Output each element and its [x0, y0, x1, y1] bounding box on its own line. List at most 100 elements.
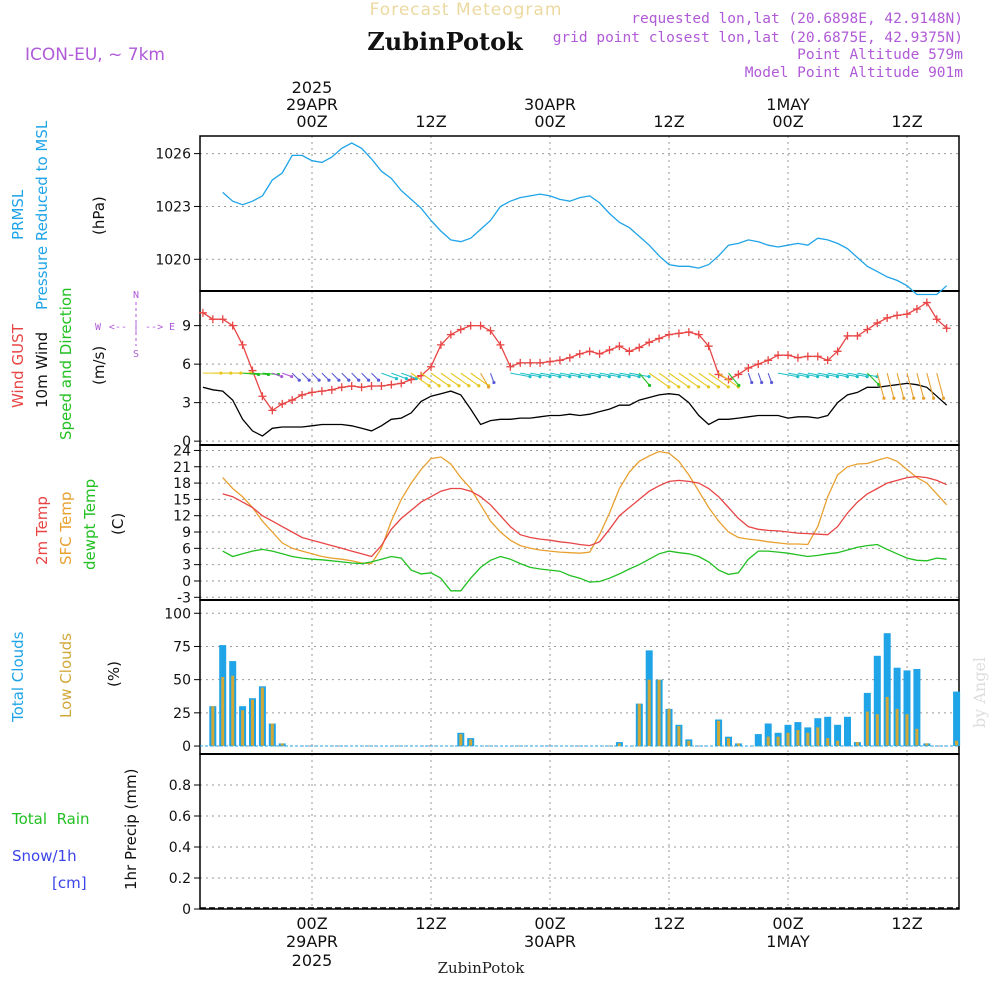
low-cloud-bar [855, 742, 859, 747]
bottom-date-label: 1MAY [766, 932, 810, 951]
wind-arrow [609, 372, 630, 378]
gust-marker [823, 356, 832, 365]
wind-arrow [807, 372, 828, 378]
wind-arrow [678, 372, 699, 388]
wind-arrow [886, 372, 895, 399]
gust-marker [754, 360, 763, 369]
low-cloud-bar [727, 738, 730, 747]
bottom-year-label: 2025 [292, 951, 333, 970]
wind-arrow-head [558, 375, 562, 379]
wind-arrow-head [486, 385, 491, 389]
top-title: Forecast Meteogram [370, 0, 563, 20]
gust-marker [803, 352, 812, 361]
wind-arrow [470, 372, 490, 387]
top-hour-label: 12Z [653, 112, 684, 131]
gust-marker [327, 385, 336, 394]
wind-arrow-head [290, 374, 294, 379]
gust-marker [347, 381, 356, 390]
wind-arrow-head [647, 383, 652, 387]
wind-arrow [936, 372, 945, 399]
low-cloud-label: Low Clouds [57, 633, 75, 718]
precip-unit: 1hr Precip (mm) [122, 769, 140, 890]
svg-text:E: E [169, 322, 175, 333]
wind-arrow-head [492, 380, 496, 385]
wind-arrow [827, 372, 848, 378]
low-cloud-bar [617, 743, 621, 747]
low-cloud-bar [677, 726, 681, 746]
low-cloud-bar [806, 732, 810, 747]
wind-arrow-head [647, 375, 651, 379]
wind-arrow-head [706, 385, 711, 389]
gust-marker [645, 338, 654, 347]
total-cloud-bar [764, 723, 772, 747]
gust-marker [734, 370, 743, 379]
wind-arrow [311, 372, 320, 381]
gust-marker [565, 353, 574, 362]
sfc-temp-line [222, 450, 948, 565]
location-title: ZubinPotok [367, 27, 524, 56]
wind-arrow-head [637, 375, 641, 379]
wind-arrow-head [617, 375, 621, 379]
gust-marker [655, 334, 664, 343]
wind-arrow-head [394, 377, 399, 381]
svg-text:N: N [133, 290, 139, 301]
wind10-line [202, 382, 948, 437]
wind-arrow [718, 372, 739, 388]
point-altitude: Point Altitude 579m [797, 47, 963, 63]
gust-marker [278, 399, 287, 408]
gust-marker [922, 298, 931, 307]
top-hour-label: 12Z [415, 112, 446, 131]
y-tick-label: 1026 [155, 147, 191, 163]
low-cloud-bar [925, 743, 929, 747]
top-date-label: 30APR [524, 95, 576, 114]
wind-arrow [351, 372, 360, 381]
wind-arrow [321, 372, 330, 381]
wind-arrow [728, 372, 740, 386]
gust-marker [873, 319, 882, 328]
gust-label: Wind GUST [9, 323, 27, 408]
total-cloud-bar [844, 716, 851, 746]
y-tick-label: 0 [182, 574, 191, 590]
y-tick-label: 0.6 [169, 809, 191, 825]
wind-arrow [520, 372, 541, 378]
gust-marker [456, 325, 465, 334]
temp-unit: (C) [109, 513, 127, 535]
wind-arrow [638, 372, 650, 386]
sfc-label: SFC Temp [57, 492, 75, 565]
gust-marker [942, 324, 951, 333]
wind-arrow-head [528, 375, 532, 379]
wind-arrow [876, 372, 885, 399]
wind-arrow-head [845, 375, 849, 379]
gust-marker [704, 342, 713, 351]
gust-marker [843, 331, 852, 340]
low-cloud-bar [270, 723, 274, 747]
wind-arrow-head [716, 385, 721, 389]
wind-arrow [708, 372, 729, 388]
low-cloud-bar [647, 679, 651, 747]
wind-arrow-head [280, 374, 284, 379]
wind-arrow [589, 372, 610, 378]
low-cloud-bar [865, 711, 869, 746]
low-cloud-bar [895, 708, 899, 747]
gust-marker [893, 311, 902, 320]
low-cloud-bar [241, 710, 245, 746]
gust-marker [268, 406, 277, 415]
low-cloud-bar [231, 675, 235, 747]
low-cloud-bar [211, 706, 215, 746]
wind-arrow-head [376, 378, 381, 382]
low-cloud-bar [251, 699, 254, 747]
wind-arrow [530, 372, 550, 378]
y-tick-label: 0.4 [169, 840, 191, 856]
gust-marker [595, 349, 604, 358]
gust-marker [625, 347, 634, 356]
wind-arrow [480, 372, 490, 388]
wind-arrow-head [687, 385, 691, 389]
y-tick-label: 25 [173, 706, 191, 722]
y-tick-label: 75 [173, 639, 191, 655]
gust-marker [714, 370, 723, 379]
wind-dir-label: Speed and Direction [57, 287, 75, 440]
total-cloud-label: Total Clouds [9, 631, 27, 723]
wind-arrow [916, 372, 925, 399]
y-tick-label: 1020 [155, 252, 191, 268]
